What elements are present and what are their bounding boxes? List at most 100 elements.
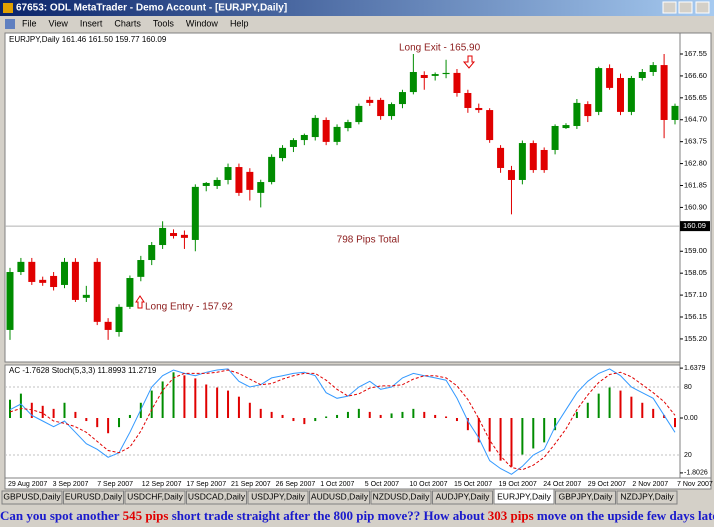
candle-body	[61, 261, 69, 285]
candle-body	[562, 125, 570, 129]
indicator-pane	[4, 364, 681, 479]
candle-body	[289, 140, 297, 147]
x-tick-label: 21 Sep 2007	[231, 481, 271, 488]
chart-tab-label: USDCHF,Daily	[127, 491, 183, 501]
candle-body	[191, 186, 199, 240]
y2-tick-label: 80	[684, 384, 692, 391]
chart-tab-label: GBPJPY,Daily	[559, 491, 613, 501]
indicator-header: AC -1.7628 Stoch(5,3,3) 11.8993 11.2719	[9, 366, 157, 375]
candle-body	[584, 104, 592, 117]
y-tick-label: 0.00	[684, 415, 698, 422]
chart-tab-label: NZDUSD,Daily	[373, 491, 430, 501]
menu-item[interactable]: File	[22, 18, 37, 28]
stoch-line	[9, 368, 676, 475]
candle-body	[50, 275, 58, 288]
caption: Can you spot another 545 pips short trad…	[0, 507, 714, 527]
close-button[interactable]	[695, 1, 710, 14]
candle-body	[671, 105, 679, 120]
candle-body	[82, 294, 90, 298]
y-tick-label: 157.10	[684, 290, 707, 299]
candle-body	[202, 182, 210, 186]
y-tick-label: 1.6379	[684, 365, 706, 372]
candle-body	[453, 72, 461, 93]
chart-tab[interactable]	[432, 490, 493, 505]
candle-body	[126, 278, 134, 307]
chart-tab-label: EURUSD,Daily	[65, 491, 123, 501]
x-tick-label: 2 Nov 2007	[632, 481, 668, 488]
menu-item[interactable]: Insert	[80, 18, 103, 28]
candle-body	[649, 65, 657, 72]
chart-tab[interactable]	[555, 490, 616, 505]
caption-text: Can you spot another	[0, 508, 123, 523]
candle-body	[257, 182, 265, 193]
y-tick-label: 163.75	[684, 137, 707, 146]
y-tick-label: 160.90	[684, 202, 707, 211]
candle-body	[442, 72, 450, 75]
candle-body	[279, 147, 287, 159]
candle-body	[311, 117, 319, 138]
candle-body	[420, 74, 428, 78]
x-tick-label: 19 Oct 2007	[499, 481, 537, 488]
candle-body	[638, 71, 646, 78]
y-tick-label: 161.85	[684, 180, 707, 189]
last-price-label: 160.09	[683, 221, 706, 230]
candle-body	[28, 261, 36, 282]
minimize-button[interactable]	[662, 1, 677, 14]
chart-tab[interactable]	[493, 488, 555, 505]
candle-body	[627, 77, 635, 112]
chart-tab-label: USDJPY,Daily	[251, 491, 305, 501]
candle-body	[93, 261, 101, 322]
candle-body	[431, 74, 439, 76]
chart-tab[interactable]	[309, 490, 370, 505]
candle-body	[180, 234, 188, 238]
candle-body	[170, 233, 178, 237]
y-tick-label: 166.60	[684, 71, 707, 80]
y2-tick-label: 20	[684, 452, 692, 459]
candle-body	[71, 261, 79, 300]
chart-tab[interactable]	[1, 490, 63, 505]
chart-tab[interactable]	[63, 490, 124, 505]
candle-body	[616, 77, 624, 112]
candle-body	[235, 167, 243, 193]
caption-text: 8-)	[349, 525, 364, 527]
chart-tab[interactable]	[616, 490, 678, 505]
menu-item[interactable]: Charts	[114, 18, 141, 28]
menu-item[interactable]: Tools	[153, 18, 175, 28]
candle-body	[213, 179, 221, 186]
menu-item[interactable]: Window	[186, 18, 219, 28]
candle-body	[366, 99, 374, 103]
annotation: Long Entry - 157.92	[145, 302, 233, 313]
x-tick-label: 3 Sep 2007	[53, 481, 89, 488]
candle-body	[486, 110, 494, 141]
menu-item[interactable]: Help	[230, 18, 249, 28]
candle-body	[17, 261, 25, 273]
last-price-box	[680, 221, 710, 232]
candle-body	[333, 126, 341, 142]
candle-body	[137, 260, 145, 277]
menu-bar	[0, 16, 714, 32]
candle-body	[344, 122, 352, 129]
caption-line: Can you spot another 545 pips short trad…	[0, 507, 714, 524]
maximize-button[interactable]	[678, 1, 693, 14]
candle-body	[551, 125, 559, 150]
chart-tab[interactable]	[124, 490, 186, 505]
chart-tab[interactable]	[186, 490, 247, 505]
entry-arrow	[135, 295, 145, 309]
candle-body	[388, 104, 396, 117]
x-tick-label: 1 Oct 2007	[320, 481, 354, 488]
chart-tab[interactable]	[370, 490, 432, 505]
candle-body	[573, 102, 581, 126]
candle-body	[377, 99, 385, 117]
menu-item[interactable]: View	[49, 18, 69, 28]
candle-body	[104, 321, 112, 330]
x-tick-label: 5 Oct 2007	[365, 481, 399, 488]
file-icon	[5, 19, 15, 29]
annotation: Long Exit - 165.90	[399, 43, 481, 54]
x-tick-label: 10 Oct 2007	[409, 481, 447, 488]
candle-body	[148, 245, 156, 261]
chart-tab[interactable]	[247, 490, 309, 505]
x-tick-label: 29 Aug 2007	[8, 481, 47, 488]
candle-body	[660, 65, 668, 120]
time-axis	[4, 477, 712, 490]
